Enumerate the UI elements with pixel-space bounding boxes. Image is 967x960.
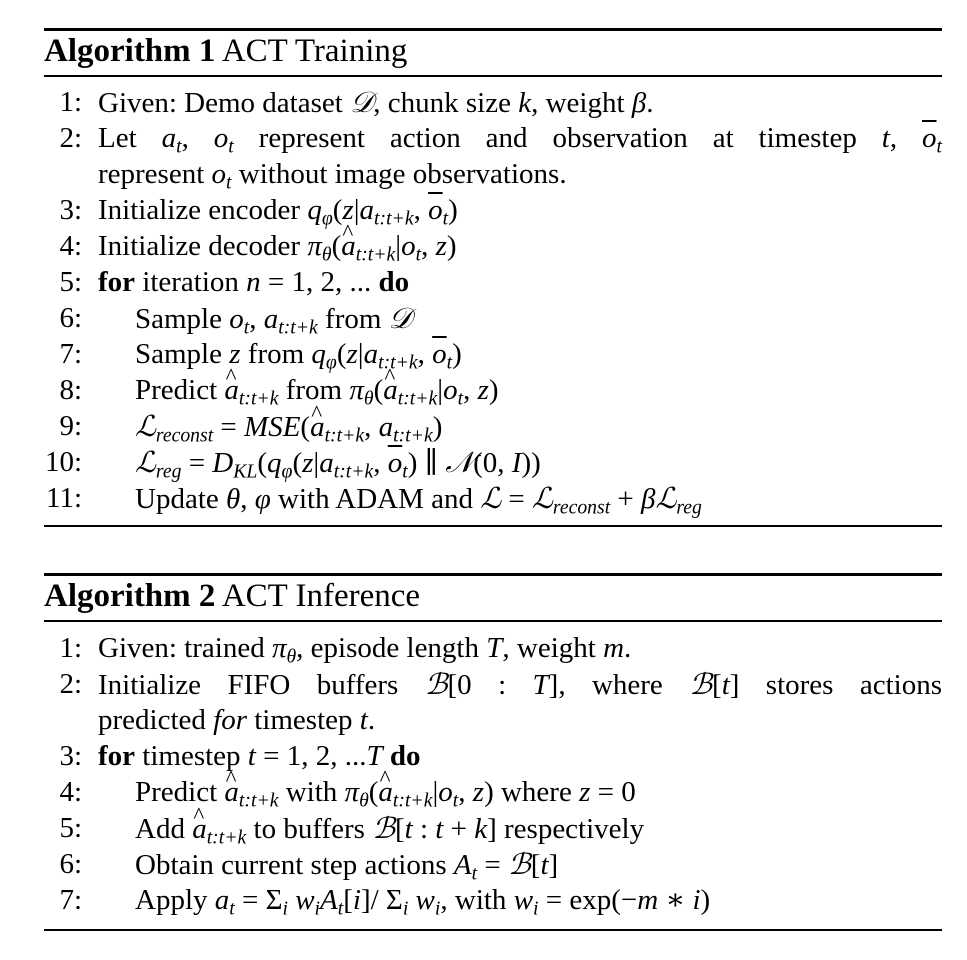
line-text: Update θ, φ with ADAM and ℒ = ℒreconst +… bbox=[135, 481, 702, 519]
line-number: 5: bbox=[59, 812, 82, 844]
line-number: 10: bbox=[44, 446, 82, 478]
algorithm-name: ACT Training bbox=[221, 33, 408, 69]
top-rule bbox=[44, 573, 942, 576]
line-number: 8: bbox=[59, 374, 82, 406]
line-number: 4: bbox=[59, 776, 82, 808]
line-text: Predict at:t+k with πθ(at:t+k|ot, z) whe… bbox=[135, 761, 636, 819]
top-rule bbox=[44, 28, 942, 31]
line-number: 1: bbox=[59, 632, 82, 664]
line-text: Obtain current step actions At = ℬ[t] bbox=[135, 847, 559, 885]
line-number: 5: bbox=[59, 266, 82, 298]
line-text: Initialize decoder πθ(at:t+k|ot, z) bbox=[98, 215, 457, 273]
algorithm-label: Algorithm 1 bbox=[44, 33, 216, 69]
line-text: Sample z from qφ(z|at:t+k, ot) bbox=[135, 338, 462, 374]
algorithm-name: ACT Inference bbox=[221, 578, 421, 614]
title-rule bbox=[44, 620, 942, 622]
line-text: ℒreg = DKL(qφ(z|at:t+k, ot) ∥ 𝒩(0, I)) bbox=[135, 445, 541, 483]
algorithm-2-title: Algorithm 2 ACT Inference bbox=[44, 576, 420, 616]
line-text: Apply at = Σi wiAt[i]/ Σi wi, with wi = … bbox=[135, 884, 711, 920]
algorithm-label: Algorithm 2 bbox=[44, 578, 216, 614]
line-number: 2: bbox=[59, 668, 82, 700]
line-number: 11: bbox=[46, 482, 82, 514]
line-number: 9: bbox=[59, 410, 82, 442]
line-text: for iteration n = 1, 2, ... do bbox=[98, 266, 410, 298]
line-text: Given: trained πθ, episode length T, wei… bbox=[98, 632, 632, 668]
line-number: 6: bbox=[59, 848, 82, 880]
line-text-continuation: predicted for timestep t. bbox=[98, 704, 376, 736]
line-number: 6: bbox=[59, 302, 82, 334]
line-text: ℒreconst = MSE(at:t+k, at:t+k) bbox=[135, 396, 442, 454]
line-text: Sample ot, at:t+k from 𝒟 bbox=[135, 301, 412, 339]
line-text: Predict at:t+k from πθ(at:t+k|ot, z) bbox=[135, 359, 499, 417]
line-number: 7: bbox=[59, 338, 82, 370]
line-text: Add at:t+k to buffers ℬ[t : t + k] respe… bbox=[135, 798, 644, 856]
line-text: Given: Demo dataset 𝒟, chunk size k, wei… bbox=[98, 85, 654, 119]
line-number: 3: bbox=[59, 740, 82, 772]
bottom-rule bbox=[44, 525, 942, 527]
line-number: 3: bbox=[59, 194, 82, 226]
line-number: 4: bbox=[59, 230, 82, 262]
line-text: for timestep t = 1, 2, ...T do bbox=[98, 740, 421, 772]
title-rule bbox=[44, 75, 942, 77]
algorithm-1-title: Algorithm 1 ACT Training bbox=[44, 31, 407, 71]
line-text: Let at, ot represent action and observat… bbox=[98, 122, 942, 158]
line-number: 7: bbox=[59, 884, 82, 916]
bottom-rule bbox=[44, 929, 942, 931]
line-number: 2: bbox=[59, 122, 82, 154]
line-number: 1: bbox=[59, 86, 82, 118]
line-text-continuation: represent ot without image observations. bbox=[98, 158, 567, 194]
line-text: Initialize FIFO buffers ℬ[0 : T], where … bbox=[98, 667, 942, 701]
line-text: Initialize encoder qφ(z|at:t+k, ot) bbox=[98, 194, 458, 230]
